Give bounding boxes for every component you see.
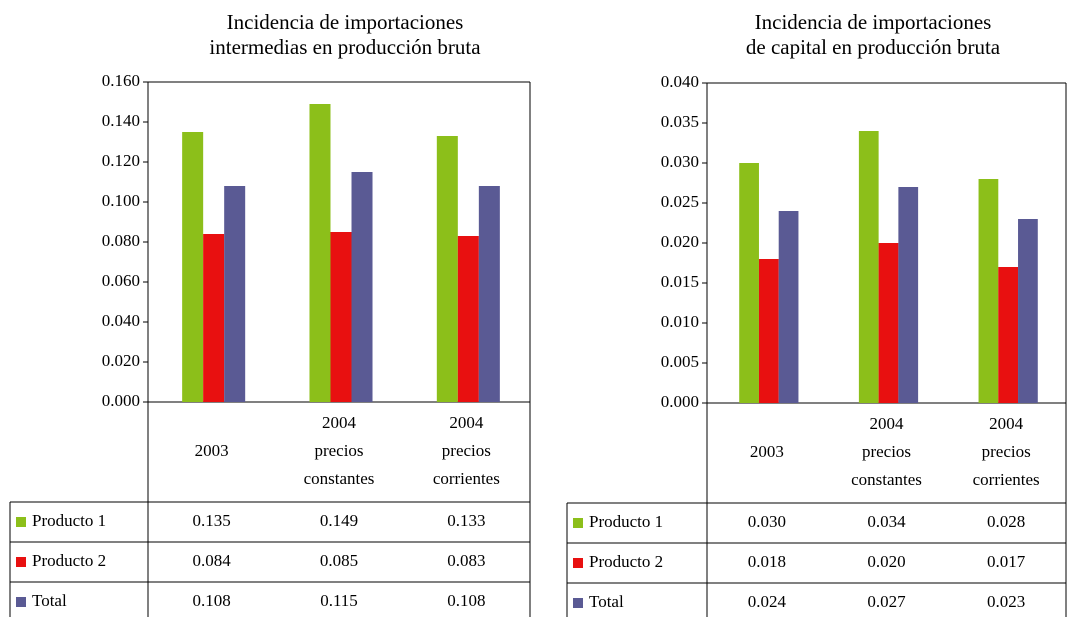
bar <box>739 163 759 403</box>
bar <box>224 186 246 402</box>
table-value: 0.108 <box>193 591 231 610</box>
x-tick-label: 2004 <box>870 414 905 433</box>
table-value: 0.135 <box>193 511 231 530</box>
y-tick-label: 0.000 <box>102 391 140 410</box>
bar <box>478 186 500 402</box>
bar <box>457 236 479 402</box>
table-value: 0.034 <box>867 512 906 531</box>
y-tick-label: 0.160 <box>102 71 140 90</box>
table-value: 0.030 <box>748 512 786 531</box>
table-value: 0.083 <box>447 551 485 570</box>
y-tick-label: 0.060 <box>102 271 140 290</box>
bar <box>351 172 373 402</box>
chart-title: intermedias en producción bruta <box>209 35 481 59</box>
bar <box>182 132 204 402</box>
legend-label: Total <box>32 591 67 610</box>
table-value: 0.085 <box>320 551 358 570</box>
table-value: 0.027 <box>867 592 906 611</box>
legend-swatch <box>573 518 583 528</box>
x-tick-label: corrientes <box>973 470 1040 489</box>
x-tick-label: precios <box>862 442 911 461</box>
y-tick-label: 0.035 <box>661 112 699 131</box>
x-tick-label: 2004 <box>322 413 357 432</box>
bar <box>758 259 779 403</box>
legend-label: Producto 2 <box>589 552 663 571</box>
table-value: 0.018 <box>748 552 786 571</box>
y-tick-label: 0.120 <box>102 151 140 170</box>
x-tick-label: precios <box>442 441 491 460</box>
y-tick-label: 0.005 <box>661 352 699 371</box>
chart-title: Incidencia de importaciones <box>227 10 464 34</box>
table-value: 0.108 <box>447 591 485 610</box>
x-tick-label: constantes <box>304 469 375 488</box>
x-tick-label: precios <box>982 442 1031 461</box>
table-value: 0.020 <box>867 552 905 571</box>
x-tick-label: 2003 <box>195 441 229 460</box>
bar <box>858 131 879 403</box>
table-value: 0.023 <box>987 592 1025 611</box>
chart-title: de capital en producción bruta <box>746 35 1001 59</box>
x-tick-label: corrientes <box>433 469 500 488</box>
y-tick-label: 0.000 <box>661 392 699 411</box>
bar <box>436 136 458 402</box>
table-value: 0.024 <box>748 592 787 611</box>
legend-label: Producto 2 <box>32 551 106 570</box>
table-value: 0.115 <box>320 591 358 610</box>
y-tick-label: 0.015 <box>661 272 699 291</box>
x-tick-label: 2004 <box>449 413 484 432</box>
chart-title: Incidencia de importaciones <box>755 10 992 34</box>
legend-swatch <box>16 517 26 527</box>
bar <box>330 232 352 402</box>
legend-swatch <box>16 597 26 607</box>
x-tick-label: constantes <box>851 470 922 489</box>
legend-label: Producto 1 <box>589 512 663 531</box>
y-tick-label: 0.100 <box>102 191 140 210</box>
table-value: 0.017 <box>987 552 1026 571</box>
y-tick-label: 0.030 <box>661 152 699 171</box>
x-tick-label: precios <box>314 441 363 460</box>
y-tick-label: 0.080 <box>102 231 140 250</box>
bar <box>978 179 999 403</box>
bar <box>1018 219 1038 403</box>
y-tick-label: 0.020 <box>102 351 140 370</box>
y-tick-label: 0.010 <box>661 312 699 331</box>
y-tick-label: 0.040 <box>102 311 140 330</box>
legend-swatch <box>573 558 583 568</box>
x-tick-label: 2003 <box>750 442 784 461</box>
y-tick-label: 0.025 <box>661 192 699 211</box>
legend-swatch <box>16 557 26 567</box>
table-value: 0.084 <box>193 551 232 570</box>
bar <box>203 234 225 402</box>
y-tick-label: 0.140 <box>102 111 140 130</box>
bar <box>778 211 799 403</box>
legend-label: Total <box>589 592 624 611</box>
bar <box>998 267 1019 403</box>
x-tick-label: 2004 <box>989 414 1024 433</box>
bar <box>898 187 919 403</box>
legend-label: Producto 1 <box>32 511 106 530</box>
table-value: 0.149 <box>320 511 358 530</box>
y-tick-label: 0.020 <box>661 232 699 251</box>
bar <box>309 104 331 402</box>
legend-swatch <box>573 598 583 608</box>
y-tick-label: 0.040 <box>661 72 699 91</box>
table-value: 0.133 <box>447 511 485 530</box>
table-value: 0.028 <box>987 512 1025 531</box>
bar <box>878 243 899 403</box>
